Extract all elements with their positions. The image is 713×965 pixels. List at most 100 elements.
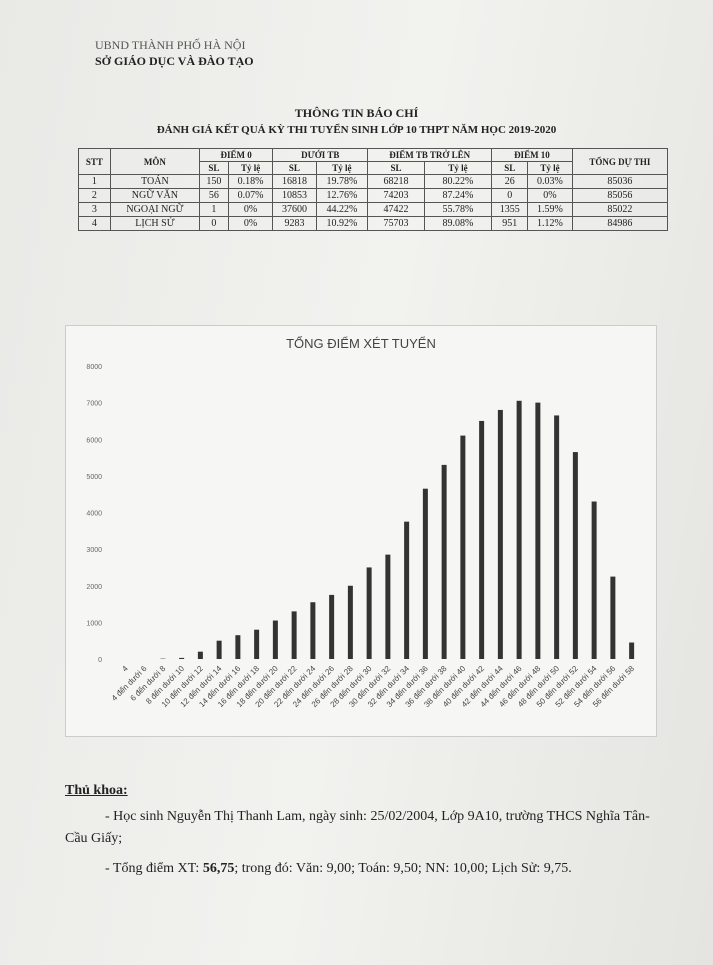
table-cell: 1 <box>199 202 229 217</box>
bar <box>329 594 335 659</box>
y-tick-label: 5000 <box>86 474 102 481</box>
dept: SỞ GIÁO DỤC VÀ ĐÀO TẠO <box>95 54 254 68</box>
table-cell: 0 <box>199 216 229 231</box>
header-cell: ĐIỂM TB TRỞ LÊN <box>367 148 493 162</box>
y-tick-label: 0 <box>98 657 102 664</box>
table-cell: 1 <box>78 174 111 189</box>
table-cell: 85022 <box>571 202 669 217</box>
table-cell: 2 <box>78 188 111 203</box>
table-cell: 4 <box>78 216 111 231</box>
bar <box>347 585 353 659</box>
x-tick-label: 4 <box>120 664 130 674</box>
score: 56,75 <box>202 861 235 876</box>
chart-title: TỔNG ĐIỂM XÉT TUYỂN <box>286 336 436 351</box>
table-cell: 26 <box>491 174 529 189</box>
table-cell: 84986 <box>571 216 669 231</box>
chart: TỔNG ĐIỂM XÉT TUYỂN 0 1000 2000 3000 4000 500… <box>86 336 636 709</box>
table-cell: 10.92% <box>315 216 369 231</box>
table-cell: 10853 <box>272 188 317 203</box>
table-cell: 3 <box>78 202 111 217</box>
bar <box>197 651 203 659</box>
table-cell: 0.03% <box>527 174 573 189</box>
bar <box>497 409 503 659</box>
table-cell: 1355 <box>491 202 529 217</box>
header-cell: ĐIỂM 10 <box>491 148 573 162</box>
bar <box>629 642 635 659</box>
y-tick-label: 4000 <box>86 511 102 518</box>
table-cell: 0% <box>227 202 274 217</box>
bar <box>310 602 316 659</box>
y-tick-label: 1000 <box>86 620 102 627</box>
footer-line2: - Tổng điểm XT: 56,75; trong đó: Văn: 9,… <box>105 858 695 880</box>
table-cell: 16818 <box>272 174 317 189</box>
header-cell: TỔNG DỰ THI <box>571 148 669 175</box>
table-cell: 37600 <box>272 202 317 217</box>
table-row: 4 LỊCH SỬ 0 0% 9283 10.92% 75703 89.08% 951 1.12%… <box>78 216 669 231</box>
table-cell: 55.78% <box>423 202 493 217</box>
table-row: 2 NGỮ VĂN 56 0.07% 10853 12.76% 74203 87.24% 0 0%… <box>78 188 669 203</box>
bar <box>441 464 447 659</box>
table-cell: 56 <box>199 188 229 203</box>
table-cell: 0 <box>491 188 529 203</box>
bar <box>254 629 260 659</box>
table-cell: 1.59% <box>527 202 573 217</box>
header-cell: ĐIỂM 0 <box>199 148 274 162</box>
y-tick-label: 2000 <box>86 584 102 591</box>
table-cell: 74203 <box>367 188 425 203</box>
table-cell: 0% <box>227 216 274 231</box>
table: STT MÔN ĐIỂM 0 DƯỚI TB ĐIỂM TB TRỞ LÊN ĐIỂM 1… <box>78 148 669 231</box>
sub-header-cell: Tỷ lệ <box>527 161 573 175</box>
bar <box>272 620 278 659</box>
table-cell: 89.08% <box>423 216 493 231</box>
bar <box>610 576 616 659</box>
header-cell: MÔN <box>109 148 201 175</box>
bar <box>535 402 541 659</box>
table-row: 1 TOÁN 150 0.18% 16818 19.78% 68218 80.22% 26 0.0… <box>78 174 669 189</box>
sub-header-cell: SL <box>199 161 229 175</box>
y-tick-label: 8000 <box>86 364 102 371</box>
y-tick-label: 7000 <box>86 401 102 408</box>
bar <box>366 567 372 659</box>
bar <box>404 521 410 659</box>
table-cell: 85056 <box>571 188 669 203</box>
footer-line1: - Học sinh Nguyễn Thị Thanh Lam, ngày si… <box>65 809 650 846</box>
bar <box>572 452 578 659</box>
sub-header-cell: Tỷ lệ <box>227 161 274 175</box>
bar <box>216 640 222 659</box>
footer-heading: Thủ khoa: <box>65 783 128 798</box>
table-cell: 47422 <box>367 202 425 217</box>
table-cell: TOÁN <box>109 174 201 189</box>
bar <box>385 554 391 659</box>
header-cell: DƯỚI TB <box>272 148 369 162</box>
table-cell: 0.07% <box>227 188 274 203</box>
table-cell: NGỮ VĂN <box>109 188 201 203</box>
sub-header-cell: SL <box>272 161 317 175</box>
bar <box>422 488 428 659</box>
sub-header-cell: SL <box>491 161 529 175</box>
header-row: STT MÔN ĐIỂM 0 DƯỚI TB ĐIỂM TB TRỞ LÊN ĐIỂM 1… <box>78 148 669 175</box>
subtitle: ĐÁNH GIÁ KẾT QUẢ KỲ THI TUYỂN SINH LỚP 1… <box>156 124 557 136</box>
table-cell: 80.22% <box>423 174 493 189</box>
table-cell: 85036 <box>571 174 669 189</box>
table-cell: 9283 <box>272 216 317 231</box>
title: THÔNG TIN BÁO CHÍ <box>294 106 419 120</box>
bar <box>554 415 560 659</box>
table-cell: 44.22% <box>315 202 369 217</box>
table-row: 3 NGOẠI NGỮ 1 0% 37600 44.22% 47422 55.78% 1355 1… <box>78 202 669 217</box>
table-cell: 12.76% <box>315 188 369 203</box>
sub-header-cell: SL <box>367 161 425 175</box>
y-tick-label: 6000 <box>86 437 102 444</box>
table-cell: 0.18% <box>227 174 274 189</box>
table-cell: NGOẠI NGỮ <box>109 202 201 217</box>
bar <box>516 400 522 659</box>
table-cell: 19.78% <box>315 174 369 189</box>
org: UBND THÀNH PHỐ HÀ NỘI <box>95 38 246 52</box>
header-cell: STT <box>78 148 111 175</box>
bar <box>235 635 241 659</box>
table-cell: 1.12% <box>527 216 573 231</box>
bar <box>179 657 185 659</box>
bar <box>460 435 466 659</box>
sub-header-cell: Tỷ lệ <box>423 161 493 175</box>
table-cell: 951 <box>491 216 529 231</box>
